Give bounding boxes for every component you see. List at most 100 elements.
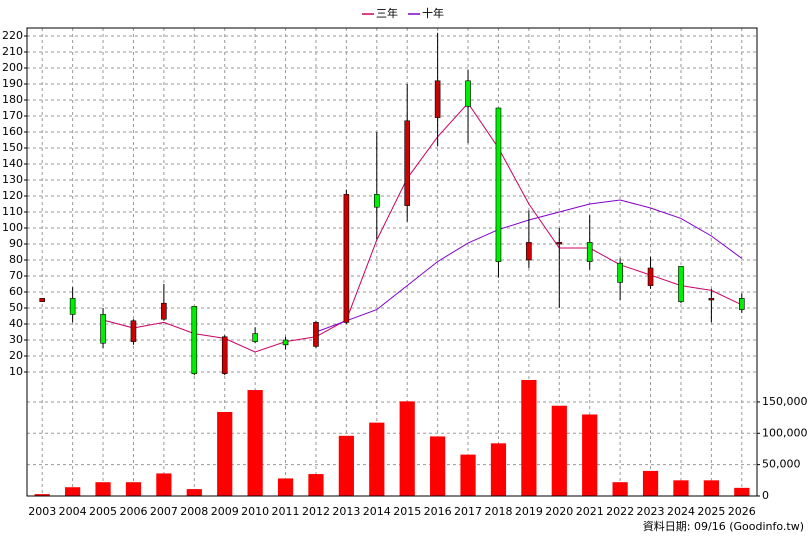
volume-bar [551,405,567,496]
y-tick-label: 90 [9,237,23,250]
volume-bar [490,443,507,496]
x-tick-label: 2009 [211,505,239,518]
volume-bar [308,474,324,496]
volume-bar [277,478,294,496]
y-tick-label: 100 [2,221,23,234]
volume-bar [186,489,202,496]
y-tick-label: 60 [9,285,23,298]
y-tick-label: 50 [9,301,23,314]
x-tick-label: 2004 [59,505,87,518]
x-tick-label: 2022 [606,505,634,518]
y-tick-label: 10 [9,365,23,378]
volume-bar [125,482,142,496]
candle-body [404,120,411,206]
candle-body [252,333,258,342]
x-tick-label: 2012 [302,505,330,518]
candle-body [647,267,654,286]
y-tick-label: 110 [2,205,23,218]
volume-bar [703,480,719,496]
plot-frame [26,27,758,497]
candle-body [191,306,198,374]
legend-label: 三年 [376,6,398,20]
legend-label: 十年 [422,6,444,20]
candle-body [738,298,745,310]
candle-body [526,242,532,261]
volume-bar [673,480,689,496]
x-tick-label: 2005 [89,505,117,518]
x-tick-label: 2020 [545,505,573,518]
x-tick-label: 2007 [150,505,178,518]
y-tick-label: 150 [2,141,23,154]
volume-bar [582,414,598,496]
x-tick-label: 2021 [576,505,604,518]
volume-bar [247,390,263,496]
volume-bar [521,380,537,496]
candle-body [100,314,106,344]
candle-body [586,242,593,262]
volume-bar [156,473,172,496]
volume-bar [217,411,233,496]
x-tick-label: 2025 [697,505,725,518]
candle-body [708,298,715,301]
x-tick-label: 2015 [393,505,421,518]
y2-tick-label: 100,000 [762,426,808,439]
volume-bar [734,487,750,496]
x-tick-label: 2014 [363,505,391,518]
y-tick-label: 140 [2,157,23,170]
volume-bar [95,482,111,496]
y-tick-label: 160 [2,125,23,138]
x-tick-label: 2010 [241,505,269,518]
y2-tick-label: 0 [762,489,769,502]
candle-body [161,302,167,320]
y-tick-label: 170 [2,109,23,122]
x-tick-label: 2017 [454,505,482,518]
x-tick-label: 2024 [667,505,695,518]
y-tick-label: 210 [2,45,23,58]
y-tick-label: 220 [2,29,23,42]
candle-body [373,194,380,208]
candle-body [282,339,289,346]
y2-tick-label: 150,000 [762,395,808,408]
x-tick-label: 2008 [180,505,208,518]
candle-body [343,194,350,323]
y-tick-label: 30 [9,333,23,346]
y-tick-label: 200 [2,61,23,74]
candle-body [617,262,623,283]
y-tick-label: 130 [2,173,23,186]
x-tick-label: 2018 [484,505,512,518]
line-series [102,102,743,353]
y-tick-label: 40 [9,317,23,330]
x-tick-label: 2026 [728,505,756,518]
candle-body [221,336,228,374]
y-tick-label: 180 [2,93,23,106]
candle-body [434,80,441,118]
candle-body [465,80,471,107]
y-tick-label: 80 [9,253,23,266]
x-tick-label: 2023 [637,505,665,518]
volume-bar [642,470,659,496]
candle-body [678,266,684,302]
candle-body [130,320,137,342]
y-tick-label: 190 [2,77,23,90]
candle-body [39,298,46,302]
candle-body [495,107,502,262]
volume-bar [65,487,81,496]
x-tick-label: 2011 [272,505,300,518]
y-tick-label: 70 [9,269,23,282]
volume-bar [612,482,628,496]
candle-body [313,322,319,347]
candle-body [556,242,563,245]
x-tick-label: 2003 [28,505,56,518]
y-tick-label: 20 [9,349,23,362]
y-tick-label: 120 [2,189,23,202]
volume-bar [399,401,415,496]
footnote: 資料日期: 09/16 (Goodinfo.tw) [643,519,804,533]
volume-bar [430,436,446,496]
y2-tick-label: 50,000 [762,458,801,471]
candle-body [69,298,76,315]
x-tick-label: 2019 [515,505,543,518]
x-tick-label: 2016 [424,505,452,518]
volume-bar [460,454,476,496]
volume-bar [34,494,50,496]
